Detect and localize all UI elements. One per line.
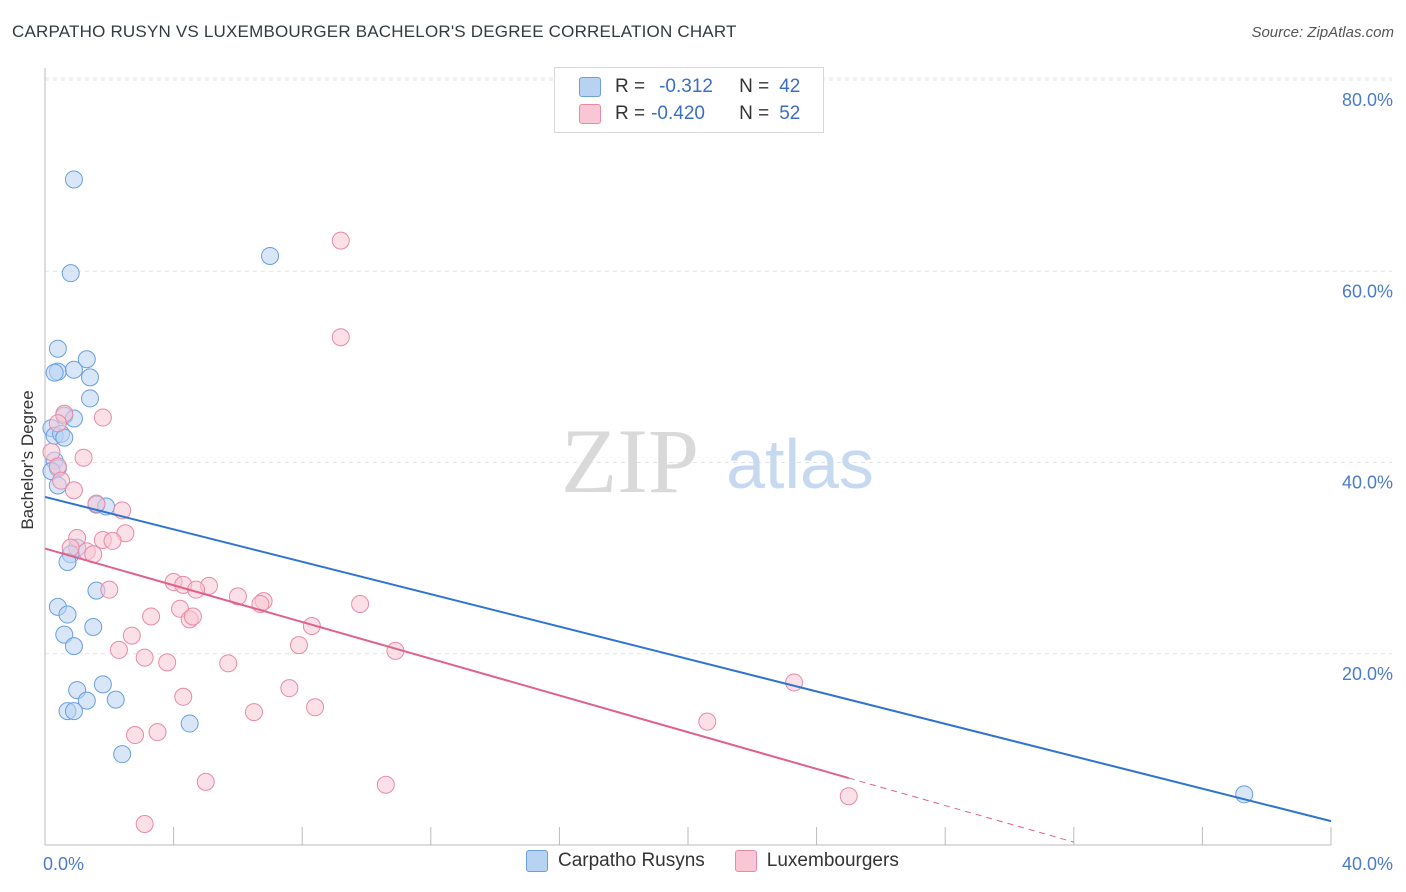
point-carpatho-rusyn — [106, 690, 125, 709]
legend-n-value: 52 — [779, 103, 801, 124]
legend-swatch-luxembourger — [579, 104, 601, 124]
series-label-luxembourger: Luxembourgers — [766, 850, 899, 871]
series-legend-luxembourger[interactable]: Luxembourgers — [734, 850, 899, 872]
point-luxembourger — [109, 640, 128, 659]
point-luxembourger — [48, 414, 67, 433]
point-carpatho-rusyn — [45, 363, 64, 382]
point-luxembourger — [142, 607, 161, 626]
point-luxembourger — [126, 726, 145, 745]
trend-line-luxembourger — [44, 547, 850, 780]
point-luxembourger — [93, 408, 112, 427]
point-luxembourger — [331, 231, 350, 250]
trend-line-luxembourger-extrapolated — [848, 777, 1074, 843]
y-tick-label: 60.0% — [1342, 281, 1393, 301]
point-luxembourger — [135, 814, 154, 833]
y-tick-label: 40.0% — [1342, 473, 1393, 493]
x-tick-label: 40.0% — [1342, 854, 1393, 874]
point-carpatho-rusyn — [64, 360, 83, 379]
watermark: ZIP atlas — [561, 410, 874, 512]
point-luxembourger — [331, 328, 350, 347]
grid-lines — [45, 77, 1392, 655]
point-luxembourger — [376, 775, 395, 794]
legend-row-carpatho: R = -0.312 N = 42 — [579, 75, 800, 99]
point-luxembourger — [351, 595, 370, 614]
point-luxembourger — [148, 723, 167, 742]
series-swatch-luxembourger — [734, 850, 757, 872]
trend-line-carpatho-rusyn — [44, 495, 1332, 823]
point-luxembourger — [698, 712, 717, 731]
point-luxembourger — [302, 617, 321, 636]
point-carpatho-rusyn — [64, 170, 83, 189]
source-label: Source: ZipAtlas.com — [1251, 24, 1394, 41]
point-luxembourger — [158, 653, 177, 672]
chart-title: CARPATHO RUSYN VS LUXEMBOURGER BACHELOR'… — [12, 22, 737, 41]
point-luxembourger — [64, 481, 83, 500]
point-luxembourger — [306, 698, 325, 717]
x-tick-label: 0.0% — [43, 854, 84, 874]
legend-swatch-carpatho — [579, 77, 601, 97]
legend-r-value: -0.312 — [659, 76, 713, 97]
legend-n-label: N = — [739, 76, 770, 97]
point-carpatho-rusyn — [58, 605, 77, 624]
legend-r-label: R = — [615, 103, 646, 124]
point-luxembourger — [839, 787, 858, 806]
series-swatch-carpatho — [526, 850, 548, 872]
point-luxembourger — [219, 654, 238, 673]
point-carpatho-rusyn — [180, 714, 199, 733]
point-carpatho-rusyn — [55, 625, 74, 644]
legend-row-luxembourger: R = -0.420 N = 52 — [579, 102, 800, 126]
point-luxembourger — [228, 587, 247, 606]
series-legend-carpatho[interactable]: Carpatho Rusyns — [526, 850, 705, 872]
watermark-atlas: atlas — [726, 425, 874, 503]
point-carpatho-rusyn — [81, 368, 100, 387]
legend-r-value: -0.420 — [651, 103, 705, 124]
point-luxembourger — [103, 531, 122, 550]
legend-n-value: 42 — [779, 76, 801, 97]
point-luxembourger — [135, 648, 154, 667]
point-luxembourger — [74, 448, 93, 467]
y-axis-label: Bachelor's Degree — [18, 390, 37, 529]
point-luxembourger — [280, 679, 299, 698]
tick-labels: 20.0% 40.0% 60.0% 80.0% 0.0% 40.0% — [43, 90, 1393, 874]
point-luxembourger — [100, 580, 119, 599]
point-luxembourger — [174, 687, 193, 706]
point-carpatho-rusyn — [64, 702, 83, 721]
point-carpatho-rusyn — [81, 389, 100, 408]
point-carpatho-rusyn — [84, 617, 103, 636]
y-tick-label: 80.0% — [1342, 90, 1393, 110]
point-luxembourger — [52, 471, 71, 490]
point-carpatho-rusyn — [113, 745, 132, 764]
stats-legend: R = -0.312 N = 42 R = -0.420 N = 52 — [554, 67, 824, 133]
trend-lines — [44, 495, 1332, 843]
point-luxembourger — [183, 607, 202, 626]
point-carpatho-rusyn — [77, 350, 96, 369]
point-luxembourger — [244, 703, 263, 722]
point-carpatho-rusyn — [64, 637, 83, 656]
point-luxembourger — [289, 636, 308, 655]
point-carpatho-rusyn — [48, 339, 67, 358]
point-carpatho-rusyn — [77, 691, 96, 710]
legend-n-label: N = — [739, 103, 770, 124]
series-legend: Carpatho Rusyns Luxembourgers — [526, 850, 929, 872]
series-label-carpatho: Carpatho Rusyns — [558, 850, 705, 871]
legend-r-label: R = — [615, 76, 646, 97]
point-carpatho-rusyn — [93, 675, 112, 694]
point-luxembourger — [196, 772, 215, 791]
y-tick-label: 20.0% — [1342, 664, 1393, 684]
watermark-zip: ZIP — [561, 410, 699, 512]
point-luxembourger — [785, 673, 804, 692]
point-luxembourger — [122, 626, 141, 645]
point-carpatho-rusyn — [261, 246, 280, 265]
point-carpatho-rusyn — [61, 264, 80, 283]
